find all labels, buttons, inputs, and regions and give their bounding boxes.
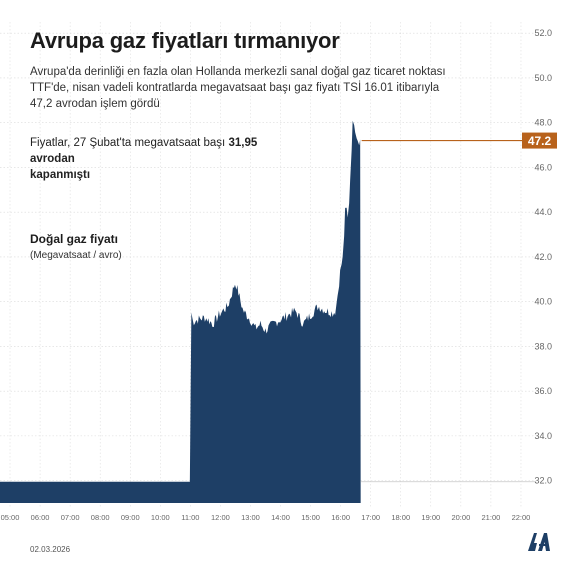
x-tick-label: 19:00 — [421, 513, 440, 522]
x-tick-label: 09:00 — [121, 513, 140, 522]
y-tick-label: 34.0 — [534, 431, 552, 441]
price-area — [0, 120, 361, 504]
x-tick-label: 21:00 — [482, 513, 501, 522]
y-tick-label: 44.0 — [534, 207, 552, 217]
x-tick-label: 11:00 — [181, 513, 199, 522]
y-tick-label: 52.0 — [534, 28, 552, 38]
x-tick-label: 08:00 — [91, 513, 110, 522]
x-tick-label: 07:00 — [61, 513, 80, 522]
x-tick-label: 13:00 — [241, 513, 260, 522]
x-tick-label: 17:00 — [361, 513, 380, 522]
y-tick-label: 46.0 — [534, 162, 552, 172]
y-axis-labels: 32.0 34.0 36.0 38.0 40.0 42.0 44.0 46.0 48.0 50.0… — [534, 28, 552, 485]
x-tick-label: 20:00 — [451, 513, 470, 522]
series-unit: (Megavatsaat / avro) — [30, 250, 122, 261]
x-tick-label: 05:00 — [1, 513, 20, 522]
x-tick-label: 16:00 — [331, 513, 350, 522]
page-title: Avrupa gaz fiyatları tırmanıyor — [30, 28, 340, 53]
x-tick-label: 14:00 — [271, 513, 290, 522]
x-tick-label: 06:00 — [31, 513, 50, 522]
note-suffix: kapanmıştı — [30, 169, 91, 181]
note-value: 31,95 avrodan — [30, 137, 258, 165]
x-tick-label: 15:00 — [301, 513, 320, 522]
y-tick-label: 50.0 — [534, 73, 552, 83]
x-tick-label: 18:00 — [391, 513, 410, 522]
y-tick-label: 48.0 — [534, 118, 552, 128]
y-tick-label: 38.0 — [534, 341, 552, 351]
y-tick-label: 32.0 — [534, 476, 552, 486]
y-tick-label: 40.0 — [534, 297, 552, 307]
series-label: Doğal gaz fiyatı — [30, 232, 119, 246]
publish-date: 02.03.2026 — [30, 545, 71, 554]
current-price-badge: 47.2 — [522, 132, 557, 149]
price-note: Fiyatlar, 27 Şubat'ta megavatsaat başı 3… — [30, 135, 260, 183]
note-prefix: Fiyatlar, 27 Şubat'ta megavatsaat başı — [30, 137, 229, 149]
aa-logo-icon — [528, 533, 550, 551]
y-tick-label: 42.0 — [534, 252, 552, 262]
chart-subtitle: Avrupa'da derinliği en fazla olan Hollan… — [30, 66, 446, 110]
x-tick-label: 22:00 — [512, 513, 531, 522]
x-tick-label: 12:00 — [211, 513, 230, 522]
x-tick-label: 10:00 — [151, 513, 170, 522]
x-gridlines — [9, 22, 522, 507]
current-price-label: 47.2 — [528, 134, 552, 148]
x-axis-labels: 05:00 06:00 07:00 08:00 09:00 10:00 11:00 12:00… — [1, 513, 531, 522]
y-tick-label: 36.0 — [534, 386, 552, 396]
